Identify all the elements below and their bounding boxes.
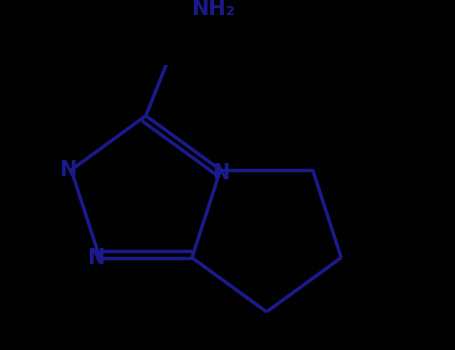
Text: N: N	[59, 160, 76, 180]
Text: N: N	[87, 248, 105, 268]
Text: NH₂: NH₂	[191, 0, 235, 19]
Text: N: N	[212, 163, 229, 183]
